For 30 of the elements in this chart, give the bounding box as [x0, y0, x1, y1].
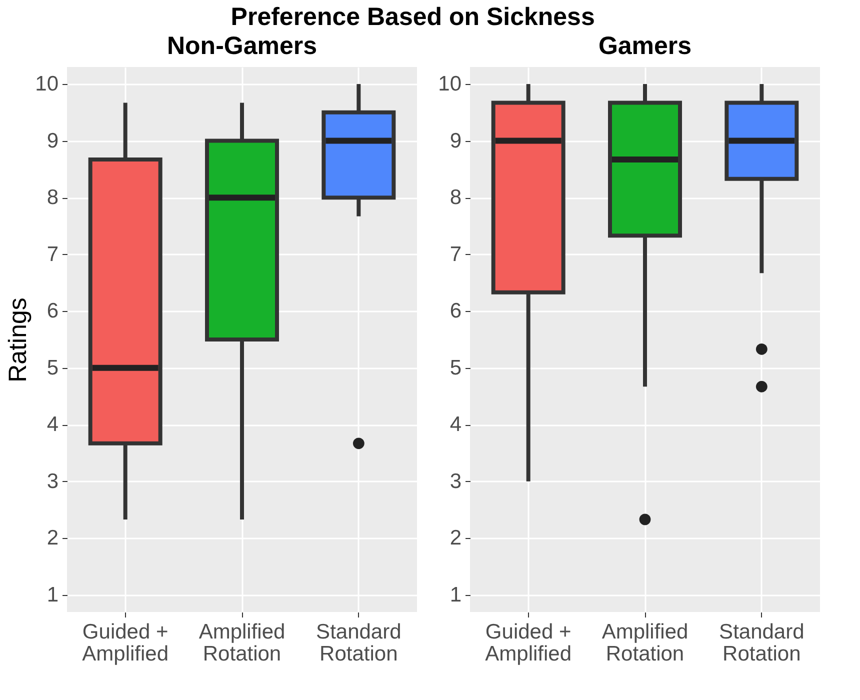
chart-title: Non-Gamers: [166, 32, 318, 60]
y-tick-label: 3: [450, 470, 462, 493]
y-tick-label: 8: [450, 186, 462, 210]
y-tick-label: 7: [450, 242, 462, 266]
y-tick-label: 5: [450, 356, 462, 380]
y-tick-label: 2: [450, 526, 462, 550]
y-tick-label: 9: [450, 129, 462, 152]
y-tick-label: 5: [46, 356, 58, 380]
x-tick-label: Amplified Rotation: [602, 620, 688, 666]
x-tick-label: Standard Rotation: [316, 620, 402, 666]
y-tick-label: 10: [438, 72, 462, 96]
y-tick-label: 1: [450, 583, 462, 606]
y-tick-label: 7: [46, 242, 58, 266]
x-tick-label: Guided + Amplified: [485, 620, 572, 666]
y-tick-label: 1: [46, 583, 58, 606]
x-tick-label: Amplified Rotation: [198, 620, 286, 666]
y-tick-label: 3: [46, 470, 58, 493]
y-tick-label: 10: [35, 72, 58, 96]
x-tick-label: Standard Rotation: [719, 620, 804, 666]
y-tick-label: 6: [450, 300, 462, 323]
text: Preference Based on Sickness: [230, 3, 595, 31]
y-axis-title: Ratings: [4, 298, 32, 382]
y-tick-label: 8: [46, 186, 58, 210]
chart-title: Gamers: [598, 32, 692, 60]
x-tick-label: Guided + Amplified: [82, 620, 169, 666]
y-tick-label: 9: [46, 129, 58, 152]
y-tick-label: 6: [46, 300, 58, 323]
y-tick-label: 4: [46, 413, 59, 436]
y-tick-label: 2: [46, 526, 58, 550]
y-tick-label: 4: [450, 413, 462, 436]
